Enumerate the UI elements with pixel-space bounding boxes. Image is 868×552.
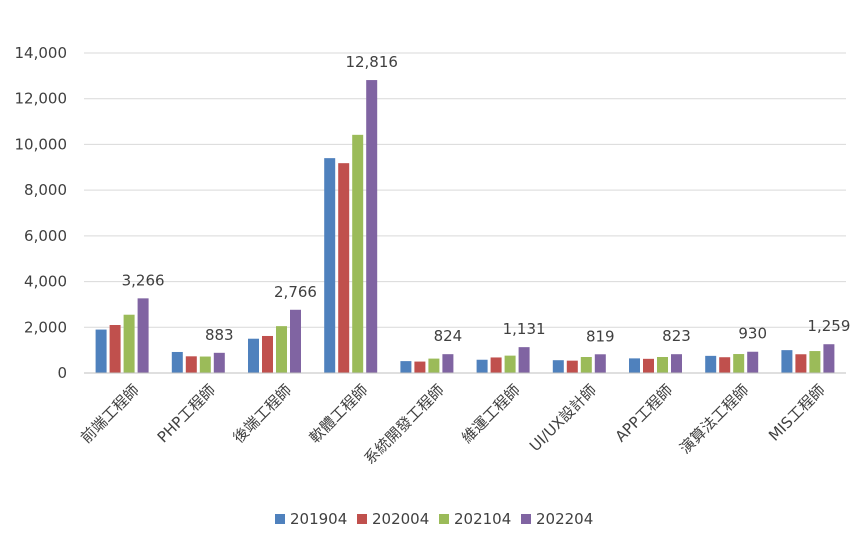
bar-201904 (95, 329, 107, 373)
bar-202104 (733, 354, 745, 373)
bar-201904 (171, 351, 183, 373)
category-label: MIS工程師 (765, 381, 829, 445)
bar-202004 (262, 335, 273, 373)
y-tick-labels: 0 2,000 4,000 6,000 8,000 10,000 12,000 14,000 (15, 44, 68, 382)
legend-label: 202004 (372, 510, 429, 528)
bar-201904 (476, 359, 488, 373)
bar-202104 (657, 357, 668, 373)
y-tick-label: 10,000 (15, 135, 68, 153)
category-label: PHP工程師 (154, 381, 219, 446)
category-label: 演算法工程師 (676, 381, 752, 457)
legend-swatch-202004 (357, 514, 367, 524)
data-label: 883 (205, 326, 234, 344)
category-label: UI/UX設計師 (526, 381, 600, 455)
data-label: 12,816 (345, 53, 398, 71)
gridlines (84, 52, 846, 328)
legend-label: 201904 (290, 510, 347, 528)
bar-202004 (185, 356, 197, 373)
category-label: APP工程師 (612, 381, 677, 446)
bar-202204 (594, 354, 606, 373)
bar-202004 (490, 357, 502, 373)
bar-201904 (552, 360, 564, 373)
y-tick-label: 8,000 (24, 181, 67, 199)
bar-201904 (629, 358, 640, 373)
y-tick-label: 4,000 (24, 273, 67, 291)
y-tick-label: 6,000 (24, 227, 67, 245)
bar-202104 (504, 355, 516, 373)
legend-swatch-202104 (439, 514, 449, 524)
bar-202204 (671, 354, 682, 373)
y-tick-label: 0 (57, 364, 67, 382)
category-label: 系統開發工程師 (361, 381, 448, 468)
data-label: 1,259 (807, 317, 850, 335)
data-labels: 3,266 883 2,766 12,816 824 1,131 819 823 930 1,25… (122, 53, 851, 345)
legend: 201904 202004 202104 202204 (275, 510, 593, 528)
bar-202204 (518, 347, 530, 373)
bar-201904 (781, 350, 793, 373)
bars (95, 80, 835, 373)
bar-202104 (428, 358, 440, 373)
y-tick-label: 14,000 (15, 44, 68, 62)
category-label: 後端工程師 (229, 381, 295, 447)
data-label: 823 (662, 327, 691, 345)
data-label: 3,266 (122, 271, 165, 289)
legend-label: 202204 (536, 510, 593, 528)
bar-202004 (719, 357, 731, 373)
bar-202104 (809, 351, 821, 373)
bar-202004 (643, 358, 654, 373)
bar-202104 (123, 314, 135, 373)
bar-202204 (823, 344, 835, 373)
bar-202204 (442, 354, 454, 373)
legend-swatch-202204 (521, 514, 531, 524)
legend-label: 202104 (454, 510, 511, 528)
bar-202104 (276, 326, 287, 373)
data-label: 1,131 (503, 320, 546, 338)
bar-202104 (199, 356, 211, 373)
y-tick-label: 12,000 (15, 90, 68, 108)
data-label: 2,766 (274, 283, 317, 301)
data-label: 819 (586, 327, 615, 345)
bar-201904 (400, 361, 412, 373)
y-tick-label: 2,000 (24, 318, 67, 336)
category-label: 維運工程師 (458, 381, 524, 447)
bar-201904 (248, 338, 259, 373)
category-label: 軟體工程師 (306, 381, 372, 447)
data-label: 930 (738, 325, 767, 343)
bar-202004 (566, 360, 578, 373)
bar-202204 (290, 309, 301, 373)
data-label: 824 (434, 327, 463, 345)
category-label: 前端工程師 (77, 381, 143, 447)
legend-swatch-201904 (275, 514, 285, 524)
bar-202104 (580, 357, 592, 373)
bar-202004 (795, 354, 807, 373)
bar-202204 (747, 351, 759, 373)
bar-202204 (366, 80, 378, 373)
bar-201904 (705, 355, 717, 373)
bar-202004 (414, 361, 426, 373)
bar-202204 (137, 298, 149, 373)
bar-201904 (324, 158, 336, 373)
bar-202004 (109, 325, 121, 373)
bar-202004 (338, 163, 350, 373)
bar-202104 (352, 134, 364, 373)
bar-202204 (213, 352, 225, 373)
